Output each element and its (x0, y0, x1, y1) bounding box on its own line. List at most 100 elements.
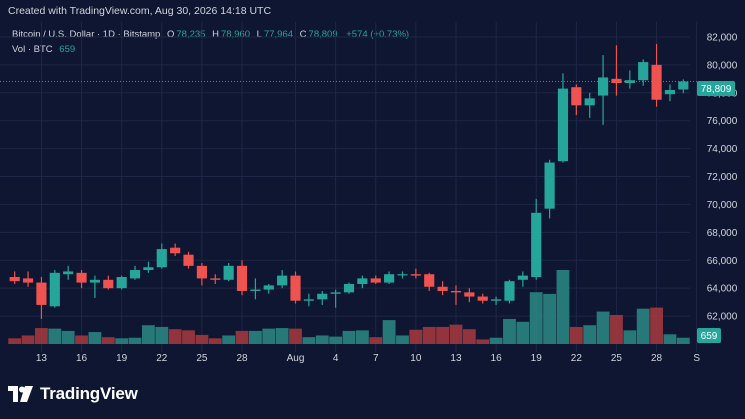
volume-bar (516, 321, 530, 344)
candle-body (424, 274, 435, 287)
candle-body (303, 299, 314, 301)
volume-bar (610, 314, 623, 344)
candle-body (343, 283, 355, 293)
low-label: L (256, 29, 262, 40)
volume-bar (422, 326, 436, 344)
time-tick-label: 16 (491, 353, 503, 364)
price-tick-label: 64,000 (707, 284, 738, 295)
candle-body (397, 274, 408, 276)
time-tick-label: 28 (236, 353, 248, 364)
volume-bar (195, 334, 209, 344)
price-tick-label: 76,000 (707, 116, 738, 127)
candle-body (63, 271, 74, 275)
candle-body (290, 275, 301, 301)
candle-body (477, 296, 488, 301)
candle-body (317, 293, 328, 300)
price-tick-label: 68,000 (707, 228, 738, 239)
candle-body (624, 80, 635, 84)
time-tick-label: 10 (410, 353, 422, 364)
volume-bar (476, 339, 490, 344)
volume-bar (650, 307, 663, 344)
candle-body (103, 279, 114, 289)
candle-body (116, 277, 127, 289)
volume-bar (636, 308, 650, 344)
time-axis[interactable]: 13 16 19 22 25 28 Aug 4 7 10 13 16 19 22 25 28 S (36, 353, 700, 364)
volume-legend-value: 659 (59, 44, 76, 55)
price-axis[interactable]: 62,000 64,000 66,000 68,000 70,000 72,000 74,0… (707, 32, 738, 322)
time-tick-label: 19 (116, 353, 128, 364)
time-tick-label: S (693, 353, 700, 364)
candle-body (196, 265, 207, 279)
volume-bar (342, 330, 356, 344)
axis-tags: 78,809 659 (697, 81, 735, 343)
tradingview-logo[interactable]: TradingView (8, 384, 138, 404)
candle-body (223, 265, 234, 280)
candle-body (584, 98, 595, 106)
volume-bar (355, 330, 369, 344)
time-tick-label: 22 (571, 353, 583, 364)
price-tick-label: 62,000 (707, 312, 738, 323)
chart-grid (0, 22, 698, 352)
volume-bar (208, 338, 222, 344)
candlestick-chart[interactable]: 62,000 64,000 66,000 68,000 70,000 72,000 74,0… (0, 22, 745, 372)
volume-bar (8, 338, 22, 344)
candle-body (236, 265, 248, 291)
candle-body (277, 275, 288, 286)
volume-bar (623, 330, 637, 344)
volume-bar (543, 293, 557, 344)
volume-bar (262, 328, 276, 344)
candle-body (22, 278, 34, 283)
price-tag-bg (697, 81, 735, 96)
volume-bar (248, 330, 262, 344)
price-tick-label: 74,000 (707, 144, 738, 155)
volume-bar (396, 335, 409, 344)
price-tick-label: 72,000 (707, 172, 738, 183)
time-tick-label: 28 (651, 353, 663, 364)
candle-body (664, 89, 676, 95)
volume-bar (155, 326, 169, 344)
volume-bar (583, 325, 597, 344)
close-label: C (299, 29, 307, 40)
time-tick-label: 22 (156, 353, 168, 364)
volume-bars (8, 270, 690, 344)
time-tick-label: 19 (531, 353, 543, 364)
volume-bar (596, 311, 610, 344)
candle-body (156, 249, 167, 268)
volume-bar (48, 328, 62, 344)
candle-body (89, 279, 101, 283)
open-label: O (167, 29, 175, 40)
candle-body (651, 64, 662, 100)
volume-bar (168, 329, 182, 344)
price-tick-label: 80,000 (707, 60, 738, 71)
candle-body (597, 77, 609, 96)
low-value: 77,964 (263, 29, 294, 40)
volume-bar (436, 326, 450, 344)
volume-bar (182, 330, 195, 344)
volume-bar (75, 335, 88, 344)
candle-body (638, 62, 649, 81)
price-tick-label: 66,000 (707, 256, 738, 267)
volume-bar (88, 332, 102, 344)
candle-body (263, 285, 274, 290)
price-candles (9, 43, 689, 319)
candle-body (170, 247, 181, 254)
candle-body (49, 272, 60, 307)
candle-body (504, 281, 515, 301)
volume-bar (61, 330, 75, 344)
candle-body (678, 81, 689, 90)
volume-bar (676, 337, 690, 344)
volume-bar (489, 337, 503, 344)
symbol-legend: Bitcoin / U.S. Dollar · 1D · Bitstamp O 7… (12, 29, 409, 40)
candle-body (370, 278, 381, 283)
volume-label[interactable]: Vol · BTC (12, 44, 53, 55)
volume-bar (128, 337, 142, 344)
volume-bar (409, 329, 423, 344)
candle-body (250, 289, 261, 291)
volume-bar (503, 318, 516, 344)
candle-body (544, 162, 555, 209)
time-tick-label: 25 (196, 353, 208, 364)
volume-bar (315, 335, 329, 344)
volume-bar (329, 336, 343, 344)
volume-bar (449, 324, 463, 344)
symbol-title[interactable]: Bitcoin / U.S. Dollar · 1D · Bitstamp (12, 29, 161, 40)
